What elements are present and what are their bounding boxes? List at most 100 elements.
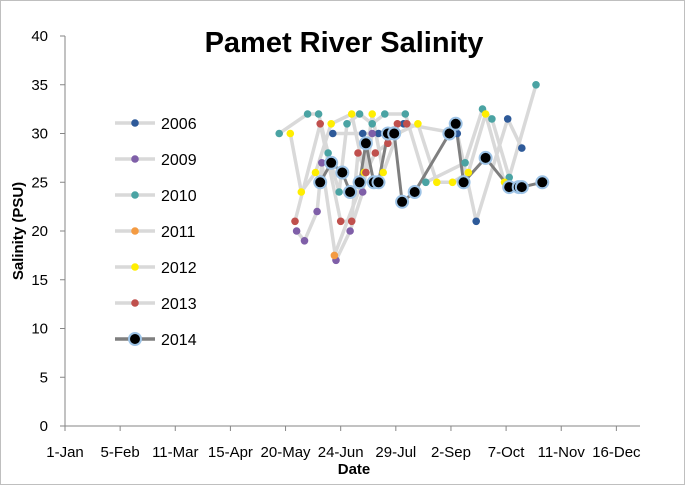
legend-marker-2011: [131, 227, 139, 235]
data-point-2006: [374, 129, 383, 138]
data-point-2012: [347, 110, 356, 118]
legend-label-2006: 2006: [161, 116, 197, 133]
x-tick-label: 5-Feb: [101, 444, 140, 461]
data-point-2013: [354, 149, 362, 157]
data-point-2010: [314, 110, 323, 118]
x-tick-label: 7-Oct: [488, 444, 526, 461]
data-point-2006: [503, 115, 512, 123]
x-tick-label: 11-Mar: [152, 444, 198, 461]
data-point-2012: [448, 178, 457, 187]
x-tick-label: 1-Jan: [46, 444, 84, 461]
data-point-2014: [395, 194, 410, 209]
y-tick-label: 35: [31, 77, 48, 94]
legend: 2006 2009 2010 2011 2012 2013 2014: [115, 116, 197, 349]
data-point-2012: [379, 168, 388, 177]
data-point-2009: [318, 159, 326, 167]
data-point-2014: [335, 165, 350, 180]
y-tick-label: 40: [31, 28, 48, 45]
y-axis-label: Salinity (PSU): [10, 182, 27, 280]
y-tick-label: 30: [31, 126, 48, 143]
data-point-2012: [481, 110, 490, 118]
y-tick-label: 10: [31, 321, 48, 338]
data-point-2009: [292, 227, 301, 235]
data-point-2006: [358, 129, 367, 138]
series-markers: [275, 81, 550, 265]
data-point-2012: [327, 120, 336, 128]
data-point-2009: [358, 188, 367, 196]
legend-label-2009: 2009: [161, 152, 197, 169]
data-point-2010: [505, 173, 513, 182]
data-point-2013: [291, 217, 299, 226]
data-point-2010: [343, 120, 351, 128]
data-point-2014: [343, 185, 358, 199]
data-point-2006: [518, 144, 526, 152]
data-point-2014: [456, 175, 471, 190]
legend-label-2010: 2010: [161, 188, 197, 205]
legend-marker-2013: [131, 299, 139, 307]
legend-label-2011: 2011: [161, 224, 196, 241]
data-point-2012: [286, 129, 295, 138]
data-point-2010: [335, 188, 343, 196]
x-tick-label: 20-May: [261, 444, 312, 461]
y-tick-label: 0: [40, 418, 48, 435]
chart-title: Pamet River Salinity: [205, 27, 484, 59]
legend-marker-2010: [131, 191, 139, 199]
y-tick-label: 15: [31, 272, 48, 289]
x-tick-label: 15-Apr: [208, 444, 253, 461]
series-line-2009: [295, 133, 374, 263]
y-tick-label: 25: [31, 174, 48, 191]
data-point-2013: [347, 217, 356, 226]
data-point-2010: [324, 149, 332, 157]
x-tick-label: 11-Nov: [538, 444, 586, 461]
data-point-2011: [330, 251, 339, 260]
data-point-2012: [311, 168, 320, 177]
data-point-2012: [297, 188, 306, 196]
data-point-2012: [433, 178, 441, 187]
data-point-2012: [368, 110, 377, 118]
data-point-2014: [478, 150, 493, 165]
x-tick-label: 2-Sep: [431, 444, 471, 461]
data-point-2014: [371, 175, 386, 190]
data-point-2010: [532, 81, 540, 89]
data-point-2009: [368, 129, 377, 138]
data-point-2010: [422, 178, 430, 187]
data-point-2013: [316, 120, 325, 128]
data-point-2010: [303, 110, 312, 118]
legend-marker-2012: [131, 263, 139, 271]
data-point-2012: [464, 168, 473, 177]
legend-label-2012: 2012: [161, 260, 197, 277]
data-point-2012: [414, 120, 422, 128]
data-point-2010: [355, 110, 364, 118]
data-point-2010: [401, 110, 410, 118]
data-point-2010: [461, 159, 469, 167]
data-point-2013: [336, 217, 345, 226]
data-point-2006: [472, 217, 481, 226]
data-point-2010: [488, 115, 496, 123]
data-point-2013: [403, 120, 411, 128]
data-point-2010: [275, 129, 284, 138]
data-point-2014: [313, 175, 328, 190]
data-point-2014: [407, 185, 422, 199]
data-point-2014: [358, 136, 373, 151]
legend-label-2013: 2013: [161, 296, 197, 313]
x-tick-label: 16-Dec: [592, 444, 641, 461]
legend-label-2014: 2014: [161, 332, 197, 349]
legend-marker-2009: [131, 155, 139, 163]
data-point-2013: [393, 120, 402, 128]
data-point-2009: [346, 227, 354, 235]
y-tick-label: 20: [31, 223, 48, 240]
data-point-2009: [313, 207, 321, 216]
data-point-2010: [381, 110, 389, 118]
x-tick-label: 24-Jun: [318, 444, 364, 461]
data-point-2014: [442, 126, 457, 141]
data-point-2014: [387, 126, 402, 141]
data-point-2014: [448, 116, 463, 131]
data-point-2014: [324, 155, 339, 170]
data-point-2006: [329, 129, 337, 138]
x-tick-label: 29-Jul: [375, 444, 416, 461]
data-point-2013: [384, 139, 392, 148]
axes: 0 5 10 15 20 25 30 35 40 1-Jan 5-Feb 11-Mar 15-Apr 20…: [31, 28, 641, 461]
data-point-2010: [368, 120, 377, 128]
